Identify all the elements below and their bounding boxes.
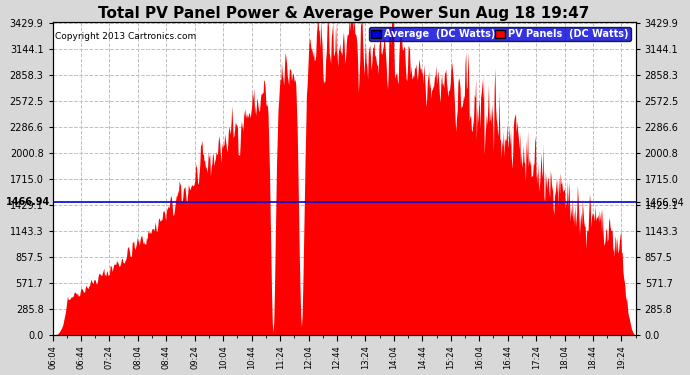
Title: Total PV Panel Power & Average Power Sun Aug 18 19:47: Total PV Panel Power & Average Power Sun… [99,6,590,21]
Text: 1466.94: 1466.94 [6,197,50,207]
Legend: Average  (DC Watts), PV Panels  (DC Watts): Average (DC Watts), PV Panels (DC Watts) [368,27,631,42]
Text: Copyright 2013 Cartronics.com: Copyright 2013 Cartronics.com [55,32,197,41]
